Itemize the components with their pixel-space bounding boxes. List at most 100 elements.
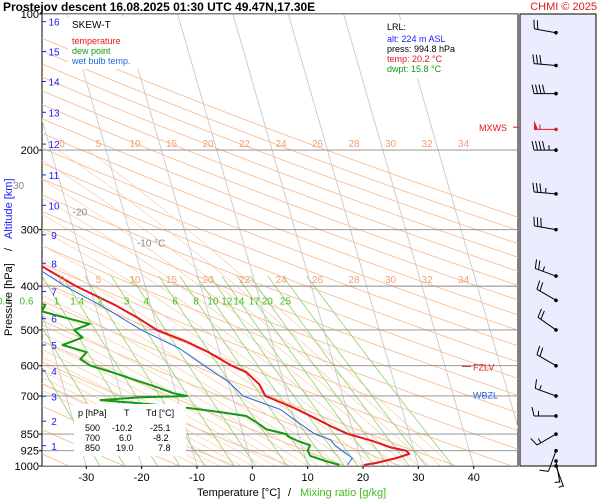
- label-layer: 1002003004005006007008509251000123456789…: [0, 9, 519, 484]
- isotherm-line: [121, 14, 253, 466]
- adiabat-label: 32: [421, 275, 433, 286]
- wind-barb-shaft: [536, 433, 557, 446]
- x-axis-title-sep: /: [288, 487, 292, 499]
- isotherm-line: [287, 14, 419, 466]
- adiabat-label: 22: [239, 139, 251, 150]
- profile-line-wet-bulb-temp-: [42, 270, 353, 466]
- temperature-tick-label: 20: [357, 472, 369, 484]
- table-header-t: T: [124, 408, 130, 418]
- legend-temperature: temperature: [72, 36, 121, 46]
- pressure-tick-label: 925: [21, 446, 39, 458]
- altitude-tick-label: 2: [51, 417, 57, 428]
- temperature-tick-label: 30: [412, 472, 424, 484]
- wind-barb-feather: [540, 310, 545, 320]
- wind-barb-shaft: [534, 225, 557, 231]
- adiabat-label: 34: [458, 139, 470, 150]
- wind-barb-feather: [539, 347, 544, 357]
- dry-adiabat-line: [42, 90, 518, 272]
- pressure-tick-label: 300: [21, 225, 39, 237]
- mxws-label: MXWS: [479, 123, 507, 133]
- y-axis-title-sep: /: [3, 247, 15, 251]
- adiabat-label: 15: [166, 139, 178, 150]
- table-cell-p: 850: [85, 443, 100, 453]
- temperature-tick-label: 10: [302, 472, 314, 484]
- wind-barb-shaft: [535, 387, 557, 397]
- adiabat-label: 24: [275, 139, 287, 150]
- mixing-ratio-line: [282, 275, 427, 466]
- isotherm-line: [42, 310, 87, 466]
- wind-barb-shaft: [537, 316, 557, 331]
- table-cell-t: 19.0: [116, 443, 134, 453]
- plot-area: [41, 13, 519, 467]
- adiabat-label: 30: [385, 139, 397, 150]
- wind-barb-feather: [534, 379, 538, 389]
- mixing-ratio-line: [221, 275, 359, 466]
- dry-adiabat-line: [42, 104, 518, 286]
- pressure-tick-label: 850: [21, 429, 39, 441]
- altitude-tick-label: 3: [51, 392, 57, 403]
- wind-barb-shaft: [534, 63, 557, 67]
- mixing-ratio-label: 1: [54, 296, 60, 307]
- table-cell-p: 500: [85, 423, 100, 433]
- adiabat-label: 0: [59, 275, 65, 286]
- wind-barb-feather: [539, 54, 542, 65]
- wind-barb-feather: [542, 140, 545, 151]
- table-cell-td: 7.8: [158, 443, 171, 453]
- wind-barb-feather: [530, 437, 538, 446]
- altitude-tick-label: 5: [51, 341, 57, 352]
- adiabat-label: 20: [202, 275, 214, 286]
- wind-barbs: [530, 19, 564, 488]
- y-axis-title-altitude: Altitude [km]: [3, 178, 15, 239]
- mixing-ratio-label: 14: [233, 296, 245, 307]
- wind-barb-half-feather: [539, 385, 542, 391]
- mixing-ratio-label: 0.6: [20, 296, 34, 307]
- mixing-ratio-label: 2: [97, 296, 103, 307]
- x-axis-title-temp: Temperature [°C]: [197, 487, 280, 499]
- mixing-ratio-line: [236, 275, 376, 466]
- adiabat-label: 28: [348, 275, 360, 286]
- wind-barb-shaft: [534, 28, 557, 34]
- temperature-tick-label: -30: [78, 472, 94, 484]
- isotherm-line: [42, 118, 143, 466]
- wind-barb-feather: [532, 182, 535, 193]
- wind-barb-feather: [538, 260, 541, 270]
- pressure-tick-label: 200: [21, 145, 39, 157]
- wind-barb-shaft: [535, 268, 557, 277]
- wind-barb-feather: [535, 183, 539, 193]
- wind-barb-half-feather: [542, 266, 546, 272]
- altitude-tick-label: 12: [48, 140, 60, 151]
- table-cell-p: 700: [85, 433, 100, 443]
- pressure-tick-label: 100: [21, 9, 39, 21]
- wbzl-label: WBZL: [473, 390, 498, 400]
- table-cell-td: -25.1: [150, 423, 171, 433]
- wind-barb-feather: [531, 406, 535, 417]
- y-axis-title: Pressure [hPa] / Altitude [km]: [3, 178, 15, 336]
- adiabat-label: 10: [129, 275, 141, 286]
- series-layer: [42, 264, 411, 466]
- table-header-p: p [hPa]: [78, 408, 107, 418]
- pressure-tick-label: 600: [21, 361, 39, 373]
- legend-wetbulb: wet bulb temp.: [71, 56, 131, 66]
- wind-panel: [519, 13, 597, 467]
- chart-title: Prostejov descent 16.08.2025 01:30 UTC 4…: [3, 0, 315, 14]
- wind-barb-shaft: [536, 288, 557, 301]
- adiabat-label: 20: [202, 139, 214, 150]
- dry-adiabat-line: [42, 227, 518, 414]
- wind-barb-feather: [536, 345, 541, 355]
- wind-barb-half-feather: [558, 485, 564, 488]
- wind-barb-feather: [531, 140, 535, 151]
- table-cell-t: -10.2: [112, 423, 133, 433]
- adiabat-label: 22: [239, 275, 251, 286]
- dry-adiabat-line: [42, 76, 518, 258]
- mixing-ratio-label: 3: [124, 296, 130, 307]
- adiabat-label: 10: [129, 139, 141, 150]
- lrl-press: press: 994.8 hPa: [387, 44, 455, 54]
- altitude-tick-label: 13: [48, 108, 60, 119]
- dry-adiabat-line: [42, 63, 518, 245]
- dry-adiabat-line: [42, 245, 518, 432]
- altitude-tick-label: 4: [51, 367, 57, 378]
- pressure-tick-label: 1000: [15, 461, 39, 473]
- lrl-box: [382, 20, 484, 78]
- wind-barb-feather: [536, 280, 541, 290]
- dry-adiabat-line: [42, 162, 518, 347]
